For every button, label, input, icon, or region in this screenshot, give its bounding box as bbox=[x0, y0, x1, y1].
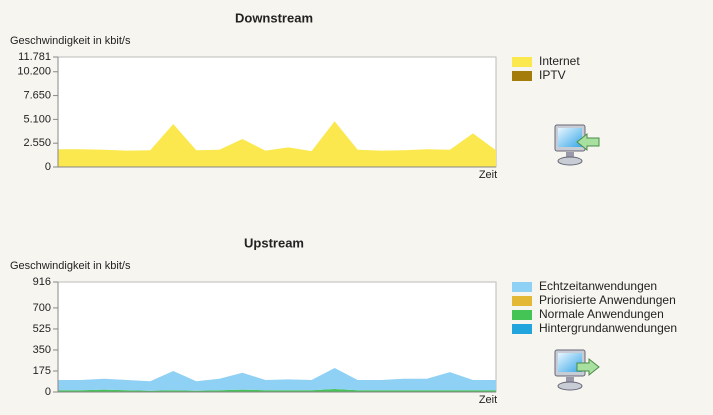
y-axis-label: Geschwindigkeit in kbit/s bbox=[10, 260, 131, 272]
legend-swatch bbox=[512, 71, 532, 81]
y-tick-label: 0 bbox=[45, 386, 51, 398]
y-tick-label: 525 bbox=[33, 323, 51, 335]
y-tick-label: 916 bbox=[33, 276, 51, 288]
y-tick-label: 175 bbox=[33, 365, 51, 377]
legend-label: IPTV bbox=[539, 68, 566, 82]
legend-swatch bbox=[512, 282, 532, 292]
upload-icon bbox=[554, 349, 600, 391]
y-tick-label: 700 bbox=[33, 302, 51, 314]
area bbox=[58, 121, 496, 167]
legend-swatch bbox=[512, 296, 532, 306]
y-tick-label: 7.650 bbox=[23, 89, 51, 101]
x-axis-label: Zeit bbox=[479, 169, 497, 181]
legend-label: Hintergrundanwendungen bbox=[539, 321, 677, 335]
legend-swatch bbox=[512, 57, 532, 67]
y-tick-label: 2.550 bbox=[23, 137, 51, 149]
area bbox=[58, 388, 496, 392]
legend-swatch bbox=[512, 324, 532, 334]
legend-label: Echtzeitanwendungen bbox=[539, 279, 657, 293]
legend-label: Internet bbox=[539, 54, 580, 68]
area bbox=[58, 367, 496, 391]
chart-title: Downstream bbox=[235, 10, 313, 25]
chart-title: Upstream bbox=[244, 235, 304, 250]
y-tick-label: 5.100 bbox=[23, 113, 51, 125]
legend-swatch bbox=[512, 310, 532, 320]
y-tick-label: 11.781 bbox=[18, 51, 51, 63]
download-icon bbox=[554, 124, 600, 166]
y-tick-label: 10.200 bbox=[17, 66, 51, 78]
legend-label: Normale Anwendungen bbox=[539, 307, 664, 321]
x-axis-label: Zeit bbox=[479, 394, 497, 406]
y-axis-label: Geschwindigkeit in kbit/s bbox=[10, 35, 131, 47]
y-tick-label: 0 bbox=[45, 161, 51, 173]
plot-area bbox=[57, 281, 497, 393]
legend-label: Priorisierte Anwendungen bbox=[539, 293, 676, 307]
y-tick-label: 350 bbox=[33, 344, 51, 356]
